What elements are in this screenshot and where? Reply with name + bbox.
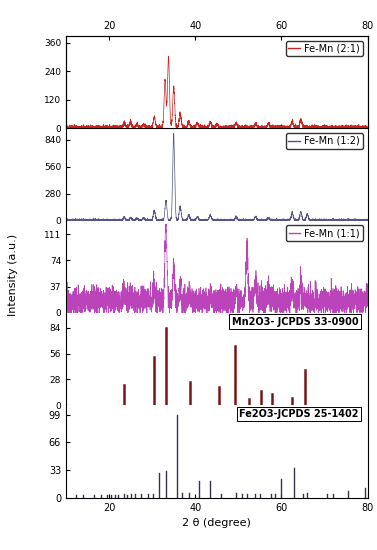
Text: Mn2O3- JCPDS 33-0900: Mn2O3- JCPDS 33-0900 [232, 317, 359, 327]
Legend: Fe-Mn (1:2): Fe-Mn (1:2) [285, 133, 363, 149]
Text: Intensity (a.u.): Intensity (a.u.) [8, 234, 18, 316]
Legend: Fe-Mn (1:1): Fe-Mn (1:1) [286, 226, 363, 241]
Text: Fe2O3-JCPDS 25-1402: Fe2O3-JCPDS 25-1402 [239, 409, 359, 419]
X-axis label: 2 θ (degree): 2 θ (degree) [182, 518, 251, 528]
Legend: Fe-Mn (2:1): Fe-Mn (2:1) [285, 41, 363, 57]
